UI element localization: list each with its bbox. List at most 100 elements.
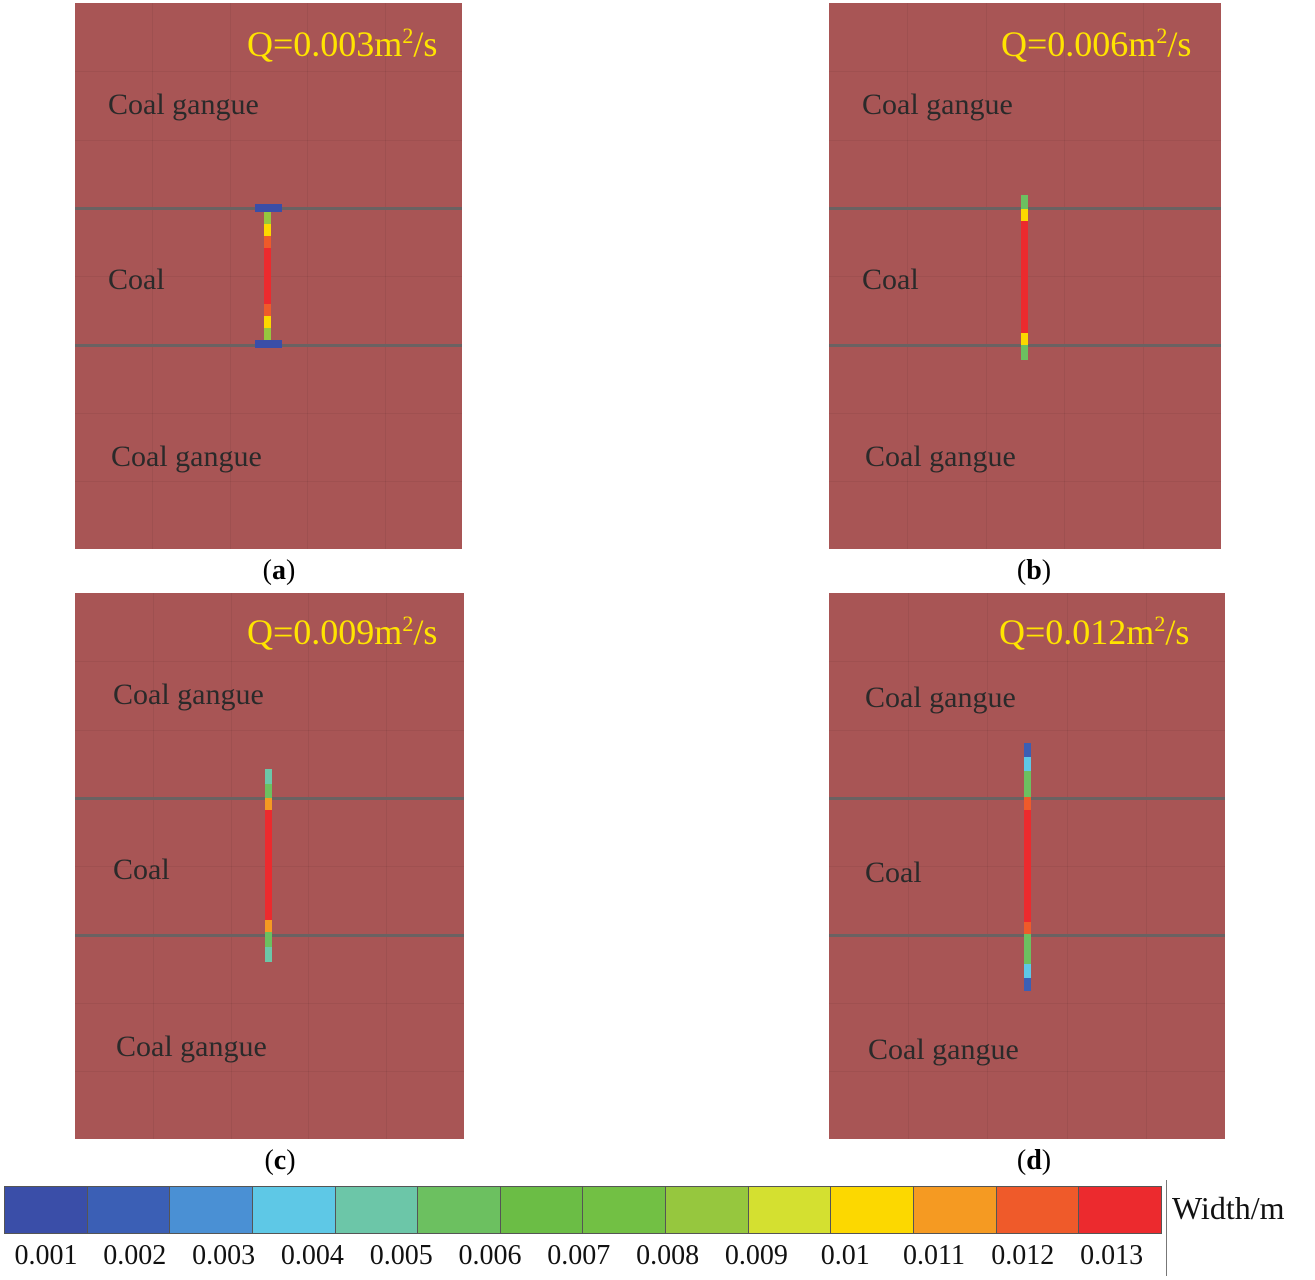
flow-rate-label-c: Q=0.009m2/s <box>247 611 438 652</box>
top-layer-label-c: Coal gangue <box>113 678 264 711</box>
fracture-segment <box>1024 743 1031 757</box>
grid-line <box>907 3 908 549</box>
colorbar-tick-label: 0.01 <box>820 1240 870 1271</box>
grid-line <box>1064 3 1065 549</box>
colorbar-cell <box>666 1187 749 1233</box>
fracture-segment <box>1024 922 1031 934</box>
colorbar-cell <box>1079 1187 1161 1233</box>
bottom-layer-label-a: Coal gangue <box>111 440 262 473</box>
grid-line <box>75 481 462 482</box>
middle-layer-label-d: Coal <box>865 856 922 889</box>
fracture-segment <box>264 212 271 224</box>
fracture-segment <box>1024 978 1031 991</box>
grid-line <box>75 71 462 72</box>
fracture-cap-top <box>255 204 282 212</box>
fracture-segment <box>265 810 272 920</box>
fracture-segment <box>265 920 272 932</box>
colorbar-cell <box>418 1187 501 1233</box>
top-layer-label-d: Coal gangue <box>865 681 1016 714</box>
bottom-layer-label-c: Coal gangue <box>116 1030 267 1063</box>
colorbar-tick-label: 0.007 <box>547 1240 611 1271</box>
fracture-segment <box>264 328 271 340</box>
grid-line <box>307 3 308 549</box>
panel-c: Q=0.009m2/s Coal gangue Coal Coal gangue <box>75 593 464 1139</box>
colorbar-tick-label: 0.002 <box>103 1240 167 1271</box>
fracture-segment <box>1024 964 1031 978</box>
fracture-segment <box>264 224 271 236</box>
middle-layer-label-a: Coal <box>108 263 165 296</box>
flow-rate-label-a: Q=0.003m2/s <box>247 23 438 64</box>
fracture-b <box>829 3 1221 549</box>
top-layer-label-a: Coal gangue <box>108 88 259 121</box>
colorbar-cell <box>170 1187 253 1233</box>
grid-line <box>75 1071 464 1072</box>
colorbar-tick-label: 0.012 <box>991 1240 1055 1271</box>
fracture-segment <box>264 236 271 248</box>
width-colorbar <box>4 1186 1162 1234</box>
fracture-segment <box>264 304 271 316</box>
fracture-segment <box>1021 209 1028 221</box>
flow-rate-label-b: Q=0.006m2/s <box>1001 23 1192 64</box>
fracture-segment <box>265 932 272 947</box>
fracture-segment <box>264 316 271 328</box>
colorbar-cell <box>5 1187 88 1233</box>
fracture-segment <box>1021 221 1028 333</box>
colorbar-cell <box>831 1187 915 1233</box>
fracture-segment <box>265 784 272 798</box>
bottom-layer-label-b: Coal gangue <box>865 440 1016 473</box>
fracture-segment <box>1024 810 1031 922</box>
grid-line <box>75 1003 464 1004</box>
colorbar-tick-label: 0.008 <box>636 1240 700 1271</box>
grid-line <box>1146 593 1147 1139</box>
fracture-segment <box>265 947 272 962</box>
grid-line <box>308 593 309 1139</box>
caption-a: (a) <box>262 555 296 586</box>
middle-layer-label-c: Coal <box>113 853 170 886</box>
grid-line <box>829 661 1225 662</box>
bottom-layer-label-d: Coal gangue <box>868 1033 1019 1066</box>
grid-line <box>152 3 153 549</box>
colorbar-cell <box>87 1187 171 1233</box>
grid-line <box>829 1003 1225 1004</box>
colorbar-tick-label: 0.005 <box>369 1240 433 1271</box>
grid-line <box>829 413 1221 414</box>
grid-line <box>386 593 387 1139</box>
panel-b: Q=0.006m2/s Coal gangue Coal Coal gangue <box>829 3 1221 549</box>
fracture-segment <box>265 769 272 784</box>
fracture-segment <box>1021 333 1028 345</box>
colorbar-cell <box>252 1187 336 1233</box>
fracture-d <box>829 593 1225 1139</box>
colorbar-cell <box>914 1187 997 1233</box>
colorbar-cell <box>335 1187 419 1233</box>
grid-line <box>908 593 909 1139</box>
grid-line <box>829 71 1221 72</box>
grid-line <box>829 481 1221 482</box>
colorbar-tick-label: 0.006 <box>458 1240 522 1271</box>
caption-c: (c) <box>264 1145 296 1176</box>
grid-line <box>829 1071 1225 1072</box>
colorbar-tick-label: 0.004 <box>280 1240 344 1271</box>
grid-line <box>75 661 464 662</box>
fracture-segment <box>1024 934 1031 964</box>
grid-line <box>829 730 1225 731</box>
fracture-segment <box>265 798 272 810</box>
panel-a: Q=0.003m2/s Coal gangue Coal Coal gangue <box>75 3 462 549</box>
fracture-segment <box>264 248 271 304</box>
colorbar-tick-label: 0.011 <box>903 1240 965 1271</box>
grid-line <box>385 3 386 549</box>
caption-d: (d) <box>1016 1145 1052 1176</box>
grid-line <box>75 730 464 731</box>
middle-layer-label-b: Coal <box>862 263 919 296</box>
colorbar-title: Width/m <box>1172 1190 1285 1226</box>
fracture-segment <box>1024 797 1031 810</box>
fracture-a <box>75 3 462 549</box>
caption-b: (b) <box>1016 555 1052 586</box>
colorbar-cell <box>996 1187 1080 1233</box>
grid-line <box>75 413 462 414</box>
colorbar-tick-label: 0.001 <box>14 1240 78 1271</box>
colorbar-tick-label: 0.009 <box>724 1240 788 1271</box>
grid-line <box>231 593 232 1139</box>
colorbar-cell <box>748 1187 832 1233</box>
fracture-segment <box>1021 195 1028 209</box>
grid-line <box>829 140 1221 141</box>
